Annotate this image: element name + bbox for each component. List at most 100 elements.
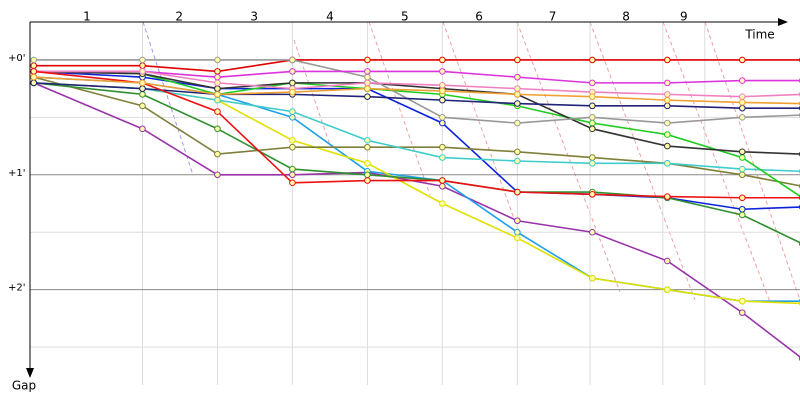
point (30, 62, 38, 69)
point (663, 79, 671, 87)
point (589, 114, 596, 121)
point (289, 171, 296, 179)
point (139, 62, 146, 69)
point (663, 102, 671, 110)
x-tick-label: 4 (326, 10, 334, 24)
point (738, 297, 746, 305)
point (738, 171, 746, 179)
x-axis-label: Time (744, 28, 774, 42)
x-tick-label: 2 (175, 10, 183, 24)
point (589, 191, 596, 198)
point (663, 96, 671, 104)
point (289, 79, 296, 87)
point (738, 165, 746, 173)
point (214, 96, 221, 104)
series-line (33, 59, 800, 73)
point (589, 93, 596, 100)
point (439, 143, 446, 151)
point (289, 137, 296, 144)
point (738, 148, 746, 156)
point (214, 91, 221, 98)
point (439, 119, 446, 127)
point (214, 73, 221, 81)
series (30, 56, 800, 127)
lapped-connectors (142, 21, 800, 303)
point (589, 159, 596, 167)
connector (368, 21, 431, 196)
x-tick-label: 9 (680, 10, 688, 24)
point (514, 100, 521, 107)
point (364, 79, 371, 87)
point (663, 131, 671, 138)
series-line (33, 82, 800, 173)
series (30, 79, 800, 112)
point (514, 234, 521, 242)
series (30, 79, 800, 361)
point (214, 68, 221, 75)
point (589, 125, 596, 133)
point (289, 68, 296, 75)
point (589, 154, 596, 161)
point (364, 159, 371, 167)
point (139, 125, 146, 133)
point (214, 56, 221, 64)
series-line (33, 82, 800, 358)
point (663, 91, 671, 98)
point (439, 81, 446, 89)
point (289, 165, 296, 173)
series (30, 79, 800, 247)
series (30, 73, 800, 106)
point (439, 56, 446, 64)
x-tick-label: 5 (401, 10, 409, 24)
point (663, 257, 671, 265)
x-tick-label: 8 (622, 10, 630, 24)
x-axis-arrow (778, 18, 788, 26)
point (663, 159, 671, 167)
connector (293, 39, 331, 146)
point (514, 148, 521, 156)
point (364, 73, 371, 81)
point (139, 102, 146, 110)
y-tick-label: +2' (8, 283, 26, 294)
point (514, 119, 521, 127)
point (589, 102, 596, 110)
connector (704, 21, 800, 301)
y-tick-label: +1' (8, 168, 26, 179)
point (364, 56, 371, 64)
point (139, 79, 146, 87)
point (289, 179, 296, 187)
point (439, 87, 446, 95)
y-tick-label: +0' (8, 53, 26, 64)
point (738, 104, 746, 112)
point (364, 85, 371, 92)
point (364, 171, 371, 179)
series-line (33, 76, 800, 187)
point (738, 205, 746, 213)
point (214, 150, 221, 158)
point (439, 114, 446, 121)
x-tick-label: 6 (475, 10, 483, 24)
point (514, 217, 521, 225)
point (663, 142, 671, 150)
point (738, 77, 746, 84)
y-axis-label: Gap (12, 379, 36, 393)
point (663, 286, 671, 293)
point (214, 79, 221, 87)
point (514, 56, 521, 64)
point (439, 96, 446, 104)
point (139, 85, 146, 92)
series-line (33, 82, 800, 305)
point (589, 79, 596, 87)
point (30, 68, 38, 75)
point (439, 200, 446, 207)
point (738, 56, 746, 64)
point (738, 114, 746, 121)
point (514, 73, 521, 81)
x-tick-label: 3 (250, 10, 258, 24)
point (289, 56, 296, 64)
point (589, 228, 596, 236)
point (589, 274, 596, 282)
point (514, 228, 521, 236)
connector (442, 21, 521, 236)
point (514, 188, 521, 196)
